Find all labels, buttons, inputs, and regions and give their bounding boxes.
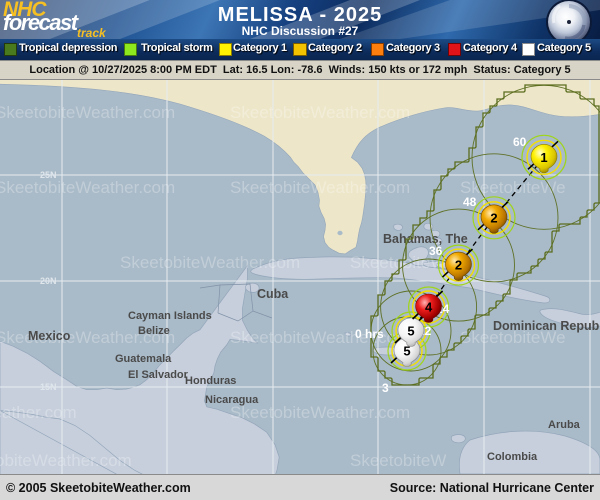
svg-text:Belize: Belize — [138, 325, 170, 337]
svg-text:SkeetobiteWeather.com: SkeetobiteWeather.com — [230, 178, 410, 197]
svg-text:SkeetobiteWeather.com: SkeetobiteWeather.com — [120, 253, 300, 272]
svg-text:Aruba: Aruba — [548, 419, 581, 431]
svg-text:2: 2 — [455, 258, 462, 273]
svg-text:1: 1 — [540, 150, 547, 165]
svg-text:Cayman Islands: Cayman Islands — [128, 310, 212, 322]
svg-text:0 hrs: 0 hrs — [355, 327, 384, 341]
svg-text:Guatemala: Guatemala — [115, 353, 172, 365]
svg-text:Cuba: Cuba — [257, 287, 289, 301]
svg-text:Colombia: Colombia — [487, 451, 538, 463]
svg-text:El Salvador: El Salvador — [128, 369, 189, 381]
svg-text:Honduras: Honduras — [185, 375, 236, 387]
svg-text:Bahamas, The: Bahamas, The — [383, 232, 468, 246]
svg-text:SkeetobiteWeather.com: SkeetobiteWeather.com — [230, 103, 410, 122]
svg-text:2: 2 — [490, 210, 497, 225]
svg-text:Nicaragua: Nicaragua — [205, 394, 259, 406]
svg-text:Dominican Republic: Dominican Republic — [493, 319, 600, 333]
svg-text:SkeetobiteWeather.com: SkeetobiteWeather.com — [0, 178, 175, 197]
svg-text:36: 36 — [429, 244, 443, 258]
svg-text:obiteWeather.com: obiteWeather.com — [0, 451, 132, 470]
svg-text:5: 5 — [407, 324, 414, 339]
svg-text:20N: 20N — [40, 276, 57, 286]
svg-text:SkeetobiteW: SkeetobiteW — [350, 451, 446, 470]
svg-text:3: 3 — [382, 381, 389, 395]
svg-text:obiteWeather.com: obiteWeather.com — [0, 403, 77, 422]
svg-text:4: 4 — [425, 300, 433, 315]
svg-text:SkeetobiteWeather.com: SkeetobiteWeather.com — [0, 103, 175, 122]
svg-text:48: 48 — [463, 195, 477, 209]
svg-text:60: 60 — [513, 135, 527, 149]
svg-text:15N: 15N — [40, 382, 57, 392]
svg-text:Mexico: Mexico — [28, 329, 71, 343]
